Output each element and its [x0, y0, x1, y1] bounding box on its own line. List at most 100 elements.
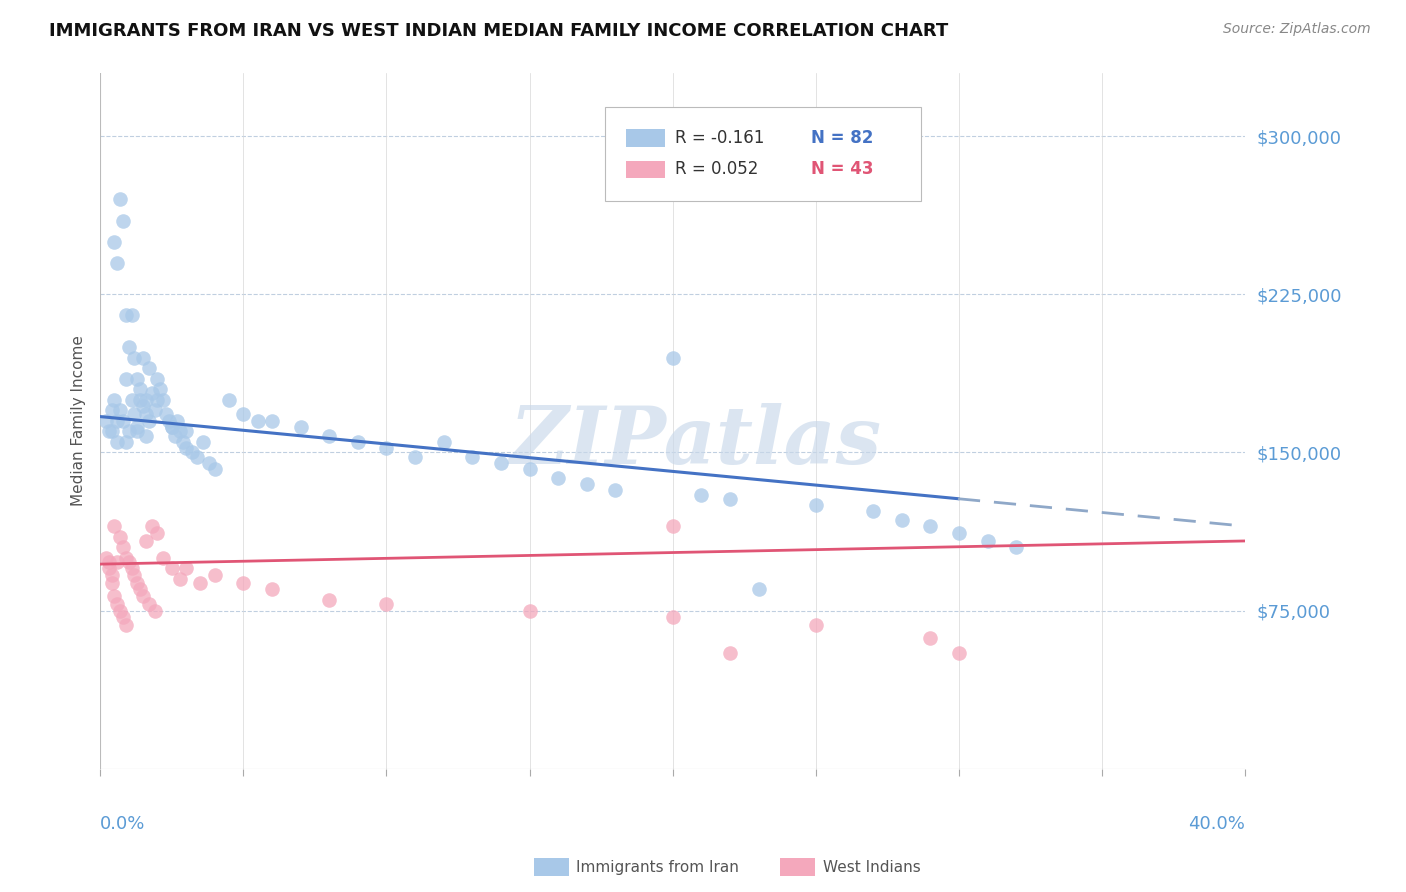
Point [105, 555, 128, 569]
Point [661, 519, 683, 533]
Point [948, 646, 970, 660]
Point [115, 618, 138, 632]
Point [260, 414, 283, 428]
Point [163, 428, 186, 442]
Point [97, 425, 120, 439]
Text: West Indians: West Indians [823, 860, 921, 874]
Point [127, 425, 149, 439]
Point [718, 491, 741, 506]
Point [127, 576, 149, 591]
Point [404, 450, 426, 464]
Point [100, 567, 122, 582]
Point [108, 403, 131, 417]
Point [115, 309, 138, 323]
Point [121, 561, 143, 575]
Point [103, 235, 125, 249]
Point [146, 525, 169, 540]
Point [121, 309, 143, 323]
Point [862, 504, 884, 518]
Text: Immigrants from Iran: Immigrants from Iran [576, 860, 740, 874]
Point [118, 425, 141, 439]
Point [155, 408, 177, 422]
Point [132, 399, 155, 413]
Point [97, 555, 120, 569]
Point [204, 462, 226, 476]
Point [146, 392, 169, 407]
Point [135, 428, 157, 442]
Point [661, 351, 683, 365]
Point [124, 567, 146, 582]
Point [141, 519, 163, 533]
Point [718, 646, 741, 660]
Point [115, 371, 138, 385]
Point [94, 414, 117, 428]
Point [100, 576, 122, 591]
Point [152, 392, 174, 407]
Point [112, 610, 135, 624]
Point [204, 567, 226, 582]
Point [1005, 541, 1028, 555]
Point [433, 434, 456, 449]
Point [232, 576, 254, 591]
Point [180, 445, 202, 459]
Point [375, 441, 398, 455]
Point [461, 450, 484, 464]
Point [132, 589, 155, 603]
Point [115, 550, 138, 565]
Point [105, 434, 128, 449]
Point [661, 610, 683, 624]
Point [920, 519, 942, 533]
Point [172, 434, 194, 449]
Point [160, 420, 183, 434]
Point [118, 555, 141, 569]
Point [112, 414, 135, 428]
Point [198, 456, 221, 470]
Text: 40.0%: 40.0% [1188, 815, 1246, 833]
Point [132, 351, 155, 365]
Point [575, 477, 598, 491]
Point [160, 561, 183, 575]
Point [547, 471, 569, 485]
Point [174, 425, 197, 439]
Point [174, 561, 197, 575]
Point [160, 420, 183, 434]
Point [318, 593, 340, 607]
Point [108, 603, 131, 617]
Point [97, 561, 120, 575]
Point [135, 408, 157, 422]
Point [100, 403, 122, 417]
Point [218, 392, 240, 407]
Point [118, 340, 141, 354]
Point [108, 193, 131, 207]
Point [143, 403, 166, 417]
Point [519, 603, 541, 617]
Point [129, 392, 152, 407]
Point [152, 550, 174, 565]
Point [135, 392, 157, 407]
Point [127, 420, 149, 434]
Point [193, 434, 215, 449]
Point [318, 428, 340, 442]
Point [127, 371, 149, 385]
Point [346, 434, 368, 449]
Point [138, 414, 160, 428]
Point [115, 434, 138, 449]
Point [124, 351, 146, 365]
Point [174, 441, 197, 455]
Point [976, 533, 998, 548]
Point [375, 597, 398, 611]
Point [138, 597, 160, 611]
Point [94, 550, 117, 565]
Point [747, 582, 769, 597]
Point [112, 541, 135, 555]
Point [188, 576, 211, 591]
Point [105, 597, 128, 611]
Point [166, 414, 188, 428]
Point [129, 582, 152, 597]
Point [105, 414, 128, 428]
Point [129, 382, 152, 396]
Point [246, 414, 269, 428]
Point [169, 425, 191, 439]
Point [804, 498, 827, 512]
Point [112, 213, 135, 227]
